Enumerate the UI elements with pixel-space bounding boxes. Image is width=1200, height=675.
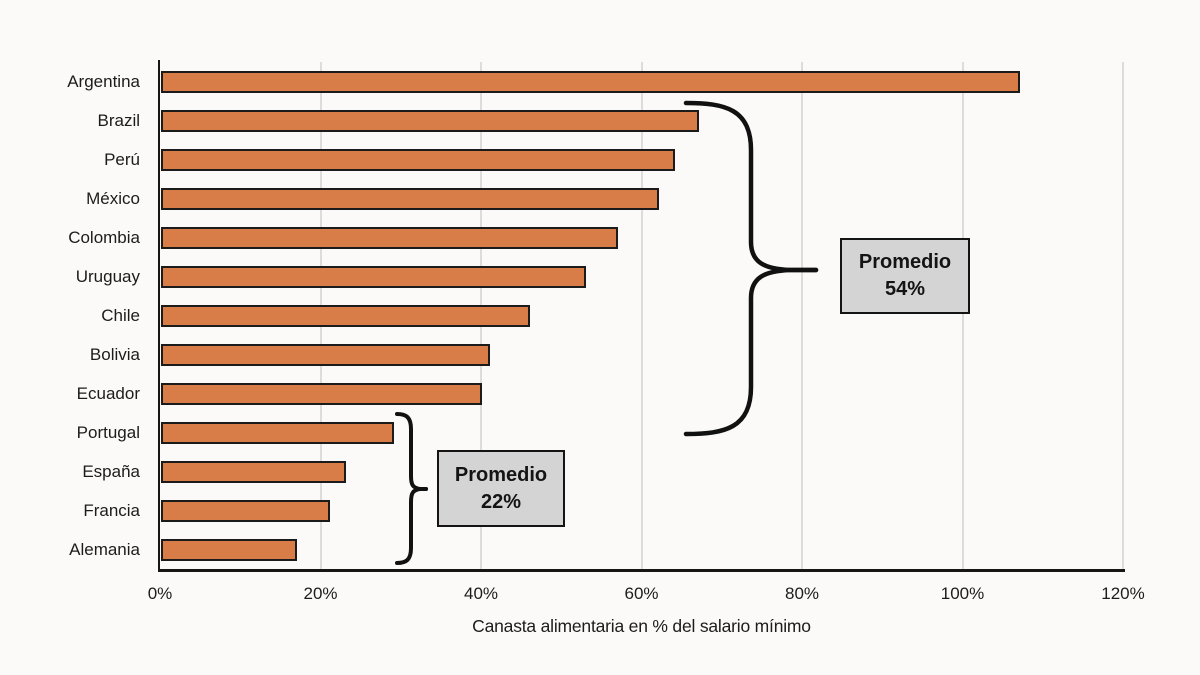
bar-brazil — [161, 109, 699, 132]
gridline-60pct — [640, 62, 643, 570]
bar-bolivia — [161, 344, 491, 367]
tick-label-120pct: 120% — [1101, 584, 1145, 603]
bar-uruguay — [161, 265, 587, 288]
tick-label-100pct: 100% — [940, 584, 985, 603]
category-label-bolivia: Bolivia — [89, 345, 140, 365]
plot-area — [160, 62, 1124, 570]
bar-portugal — [161, 422, 394, 445]
annotation-label: Promedio — [454, 463, 548, 486]
bar-peru — [161, 148, 675, 171]
category-label-peru: Perú — [104, 149, 140, 169]
bar-espana — [161, 461, 346, 484]
annotation-value: 54% — [884, 278, 926, 300]
category-label-portugal: Portugal — [76, 423, 140, 443]
annotation-label: Promedio — [858, 251, 952, 273]
gridline-100pct — [961, 62, 964, 570]
annotation-value: 22% — [480, 490, 522, 513]
tick-label-60pct: 60% — [624, 584, 659, 603]
tick-label-20pct: 20% — [303, 584, 338, 603]
x-axis-line — [158, 569, 1125, 572]
category-label-mexico: México — [86, 188, 140, 208]
bar-ecuador — [161, 383, 482, 406]
bar-colombia — [161, 226, 619, 249]
y-axis-line — [158, 60, 160, 571]
category-labels-column: Argentina Brazil Perú México Colombia Uruguay… — [0, 62, 150, 570]
x-axis-title: Canasta alimentaria en % del salario mín… — [472, 616, 811, 636]
category-label-brazil: Brazil — [97, 110, 140, 130]
bar-argentina — [161, 70, 1020, 93]
category-label-espana: España — [82, 462, 140, 482]
bar-francia — [161, 500, 330, 523]
bar-mexico — [161, 187, 659, 210]
bar-chile — [161, 305, 531, 327]
category-label-argentina: Argentina — [67, 71, 140, 91]
category-label-uruguay: Uruguay — [75, 266, 140, 286]
category-label-colombia: Colombia — [68, 227, 140, 247]
gridline-120pct — [1122, 62, 1124, 570]
category-label-chile: Chile — [101, 306, 140, 325]
gridline-80pct — [801, 62, 803, 570]
tick-label-40pct: 40% — [463, 584, 499, 603]
tick-label-0pct: 0% — [147, 584, 173, 603]
tick-label-80pct: 80% — [784, 584, 820, 603]
annotation-box-promedio-22: Promedio 22% — [437, 450, 565, 527]
annotation-box-promedio-54: Promedio 54% — [840, 238, 970, 314]
category-label-ecuador: Ecuador — [76, 384, 140, 404]
category-label-alemania: Alemania — [69, 540, 140, 560]
bar-alemania — [161, 539, 298, 562]
category-label-francia: Francia — [83, 501, 140, 521]
